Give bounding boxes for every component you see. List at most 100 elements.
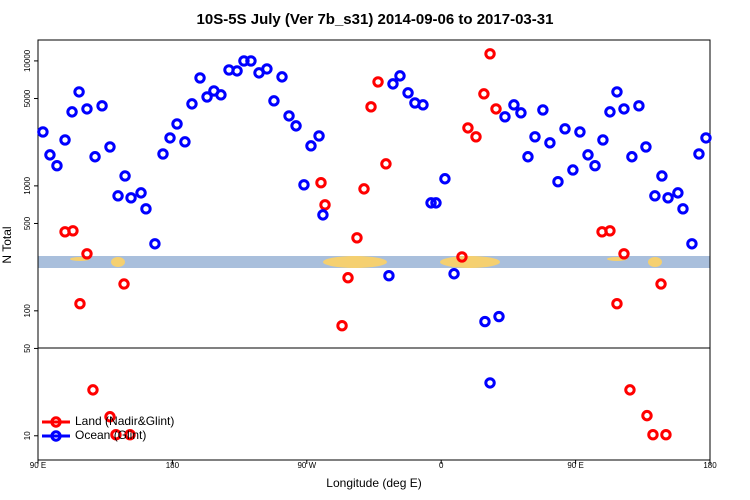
point (315, 177, 327, 189)
point (439, 173, 451, 185)
x-tick-label: 180 (703, 461, 717, 470)
point (479, 315, 491, 328)
point (618, 248, 630, 260)
point (567, 164, 579, 176)
point (394, 70, 406, 82)
point (215, 89, 227, 101)
point (655, 278, 667, 290)
point (119, 170, 131, 182)
point (179, 136, 191, 148)
point (611, 86, 623, 98)
point (317, 209, 329, 221)
point (515, 107, 527, 119)
point (87, 384, 99, 396)
point (478, 88, 490, 100)
point (157, 148, 169, 160)
point (529, 131, 541, 143)
plot-frame (37, 39, 711, 461)
point (164, 132, 176, 144)
point (37, 126, 49, 138)
point (261, 63, 273, 75)
point (640, 141, 652, 153)
point (186, 98, 198, 110)
point (700, 132, 712, 144)
x-tick-label: 90 W (297, 461, 316, 470)
point (618, 103, 630, 115)
x-axis-label: Longitude (deg E) (326, 476, 421, 490)
point (81, 248, 93, 260)
point (124, 429, 136, 441)
y-tick-label: 5000 (23, 89, 32, 107)
point (73, 86, 85, 98)
point (110, 429, 122, 441)
point (672, 187, 684, 199)
point (649, 190, 661, 202)
point (499, 111, 511, 123)
point (656, 170, 668, 182)
point (552, 175, 564, 188)
point (582, 149, 594, 161)
point (462, 122, 474, 134)
point (135, 187, 147, 199)
point (171, 118, 183, 130)
point (44, 149, 56, 161)
point (372, 76, 384, 88)
point (231, 65, 243, 77)
point (245, 55, 257, 67)
y-tick-label: 1000 (23, 176, 32, 194)
point (358, 183, 370, 195)
point (604, 106, 616, 118)
point (686, 238, 698, 250)
point (508, 99, 520, 111)
point (484, 377, 496, 389)
point (493, 310, 505, 323)
point (319, 199, 331, 211)
y-tick-label: 100 (23, 304, 32, 318)
point (298, 179, 310, 191)
point (647, 429, 659, 441)
point (66, 106, 78, 118)
point (342, 272, 354, 284)
point (268, 95, 280, 107)
point (624, 384, 636, 396)
point (662, 192, 674, 204)
point (276, 71, 288, 83)
point (74, 298, 86, 310)
point (104, 411, 116, 423)
legend-marker (50, 416, 62, 428)
point (537, 104, 549, 116)
point (430, 197, 442, 209)
legend-marker (50, 430, 62, 442)
point (448, 268, 460, 280)
point (693, 148, 705, 160)
point (522, 151, 534, 163)
point (104, 141, 116, 153)
point (633, 100, 645, 112)
point (425, 197, 437, 209)
point (67, 225, 79, 237)
x-tick-label: 0 (439, 461, 444, 470)
point (112, 190, 124, 202)
point (51, 160, 63, 172)
point (380, 158, 392, 170)
y-tick-label: 50 (23, 343, 32, 352)
point (626, 151, 638, 163)
point (89, 151, 101, 163)
point (604, 225, 616, 237)
point (365, 101, 377, 113)
point (305, 140, 317, 152)
y-tick-label: 500 (23, 216, 32, 230)
point (589, 160, 601, 172)
legend-label: Land (Nadir&Glint) (75, 414, 174, 428)
map-land (70, 256, 662, 268)
point (118, 278, 130, 290)
point (417, 99, 429, 111)
y-axis-label: N Total (0, 226, 14, 263)
point (201, 91, 213, 103)
point (194, 72, 206, 84)
point (470, 131, 482, 143)
point (660, 429, 672, 441)
point (574, 126, 586, 138)
point (490, 103, 502, 115)
point (559, 123, 571, 135)
